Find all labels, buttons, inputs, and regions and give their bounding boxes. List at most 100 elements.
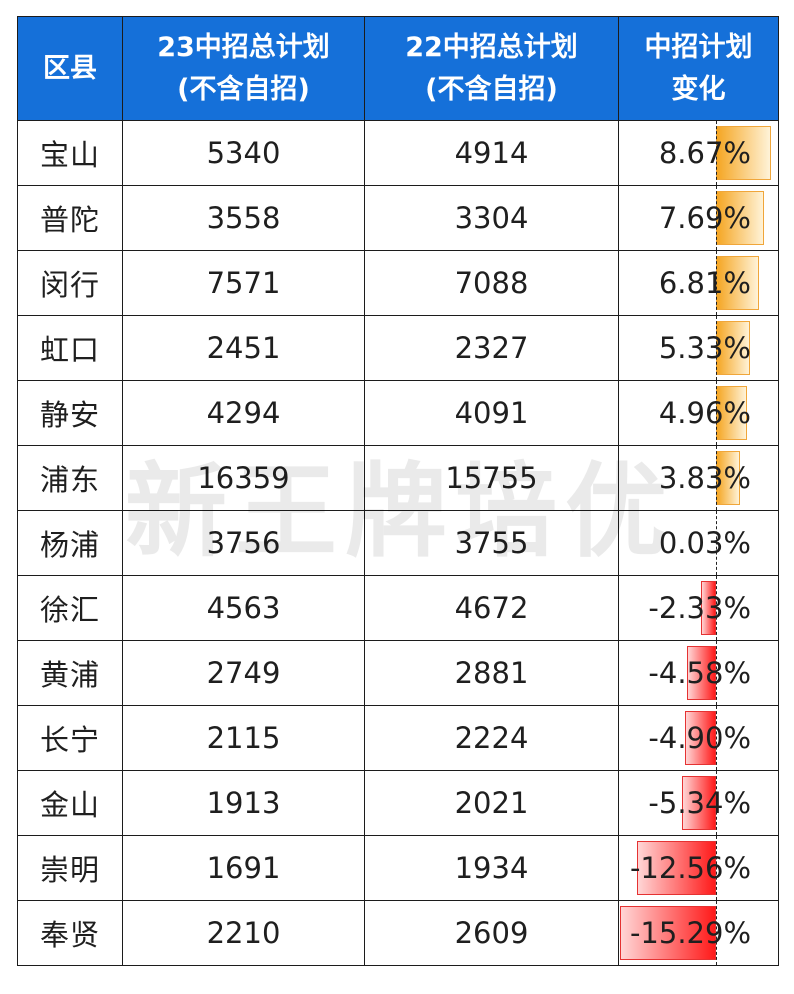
table-row: 普陀 3558 3304 7.69% [17,185,779,251]
negative-change-bar [636,841,716,895]
plan-23-cell: 2115 [122,705,365,771]
change-percent-label: 3.83% [658,461,751,495]
region-cell: 金山 [17,770,123,836]
header-row: 区县 23中招总计划 (不含自招) 22中招总计划 (不含自招) 中招计划 变化 [17,16,779,121]
region-cell: 奉贤 [17,900,123,966]
positive-change-bar [716,126,771,180]
change-percent-label: 6.81% [658,266,751,300]
negative-change-bar [701,581,716,635]
region-cell: 黄浦 [17,640,123,706]
change-percent-label: -5.34% [648,786,751,820]
plan-23-cell: 5340 [122,120,365,186]
plan-22-cell: 4091 [364,380,619,446]
zero-axis-line [716,641,717,705]
plan-22-cell: 4672 [364,575,619,641]
plan-23-cell: 4294 [122,380,365,446]
table-row: 金山 1913 2021 -5.34% [17,770,779,836]
zero-axis-line [716,316,717,380]
table-row: 虹口 2451 2327 5.33% [17,315,779,381]
plan-22-cell: 1934 [364,835,619,901]
zero-axis-line [716,381,717,445]
change-cell: -4.90% [618,705,779,771]
region-cell: 静安 [17,380,123,446]
change-percent-label: 7.69% [658,201,751,235]
zero-axis-line [716,511,717,575]
region-cell: 闵行 [17,250,123,316]
plan-22-cell: 7088 [364,250,619,316]
plan-23-cell: 7571 [122,250,365,316]
header-change: 中招计划 变化 [618,16,779,121]
plan-23-cell: 2451 [122,315,365,381]
positive-change-bar [716,451,741,505]
region-cell: 宝山 [17,120,123,186]
change-percent-label: -15.29% [629,916,751,950]
plan-22-cell: 2021 [364,770,619,836]
change-cell: 0.03% [618,510,779,576]
plan-22-cell: 3304 [364,185,619,251]
table-row: 静安 4294 4091 4.96% [17,380,779,446]
plan-23-cell: 1691 [122,835,365,901]
region-cell: 长宁 [17,705,123,771]
zero-axis-line [716,251,717,315]
plan-22-cell: 2224 [364,705,619,771]
change-percent-label: -2.33% [648,591,751,625]
negative-change-bar [685,711,716,765]
change-cell: 6.81% [618,250,779,316]
zero-axis-line [716,576,717,640]
plan-22-cell: 3755 [364,510,619,576]
change-cell: 3.83% [618,445,779,511]
plan-23-cell: 16359 [122,445,365,511]
zero-axis-line [716,446,717,510]
change-cell: 4.96% [618,380,779,446]
table-row: 杨浦 3756 3755 0.03% [17,510,779,576]
zero-axis-line [716,186,717,250]
change-percent-label: 4.96% [658,396,751,430]
plan-23-cell: 3558 [122,185,365,251]
zero-axis-line [716,836,717,900]
table-row: 长宁 2115 2224 -4.90% [17,705,779,771]
table-row: 徐汇 4563 4672 -2.33% [17,575,779,641]
region-cell: 杨浦 [17,510,123,576]
zero-axis-line [716,771,717,835]
change-percent-label: -4.58% [648,656,751,690]
plan-22-cell: 2327 [364,315,619,381]
negative-change-bar [687,646,716,700]
change-percent-label: -12.56% [629,851,751,885]
change-percent-label: 8.67% [658,136,751,170]
change-percent-label: 0.03% [658,526,751,560]
region-cell: 徐汇 [17,575,123,641]
region-cell: 浦东 [17,445,123,511]
region-cell: 崇明 [17,835,123,901]
change-percent-label: -4.90% [648,721,751,755]
change-cell: -2.33% [618,575,779,641]
plan-23-cell: 4563 [122,575,365,641]
table-row: 奉贤 2210 2609 -15.29% [17,900,779,966]
plan-22-cell: 15755 [364,445,619,511]
table-body: 宝山 5340 4914 8.67% 普陀 3558 3304 7.69% 闵行 7571 7088… [17,120,779,966]
zero-axis-line [716,121,717,185]
change-cell: 7.69% [618,185,779,251]
table-row: 浦东 16359 15755 3.83% [17,445,779,511]
positive-change-bar [716,191,765,245]
negative-change-bar [619,906,716,960]
zero-axis-line [716,706,717,770]
plan-22-cell: 2881 [364,640,619,706]
change-cell: 5.33% [618,315,779,381]
change-cell: -12.56% [618,835,779,901]
table-row: 宝山 5340 4914 8.67% [17,120,779,186]
plan-23-cell: 2749 [122,640,365,706]
change-cell: -15.29% [618,900,779,966]
change-percent-label: 5.33% [658,331,751,365]
table-row: 崇明 1691 1934 -12.56% [17,835,779,901]
change-cell: -4.58% [618,640,779,706]
header-plan-23: 23中招总计划 (不含自招) [122,16,365,121]
enrollment-plan-table: 区县 23中招总计划 (不含自招) 22中招总计划 (不含自招) 中招计划 变化… [17,16,779,966]
region-cell: 虹口 [17,315,123,381]
table-row: 黄浦 2749 2881 -4.58% [17,640,779,706]
header-region: 区县 [17,16,123,121]
plan-23-cell: 3756 [122,510,365,576]
change-cell: 8.67% [618,120,779,186]
region-cell: 普陀 [17,185,123,251]
change-cell: -5.34% [618,770,779,836]
